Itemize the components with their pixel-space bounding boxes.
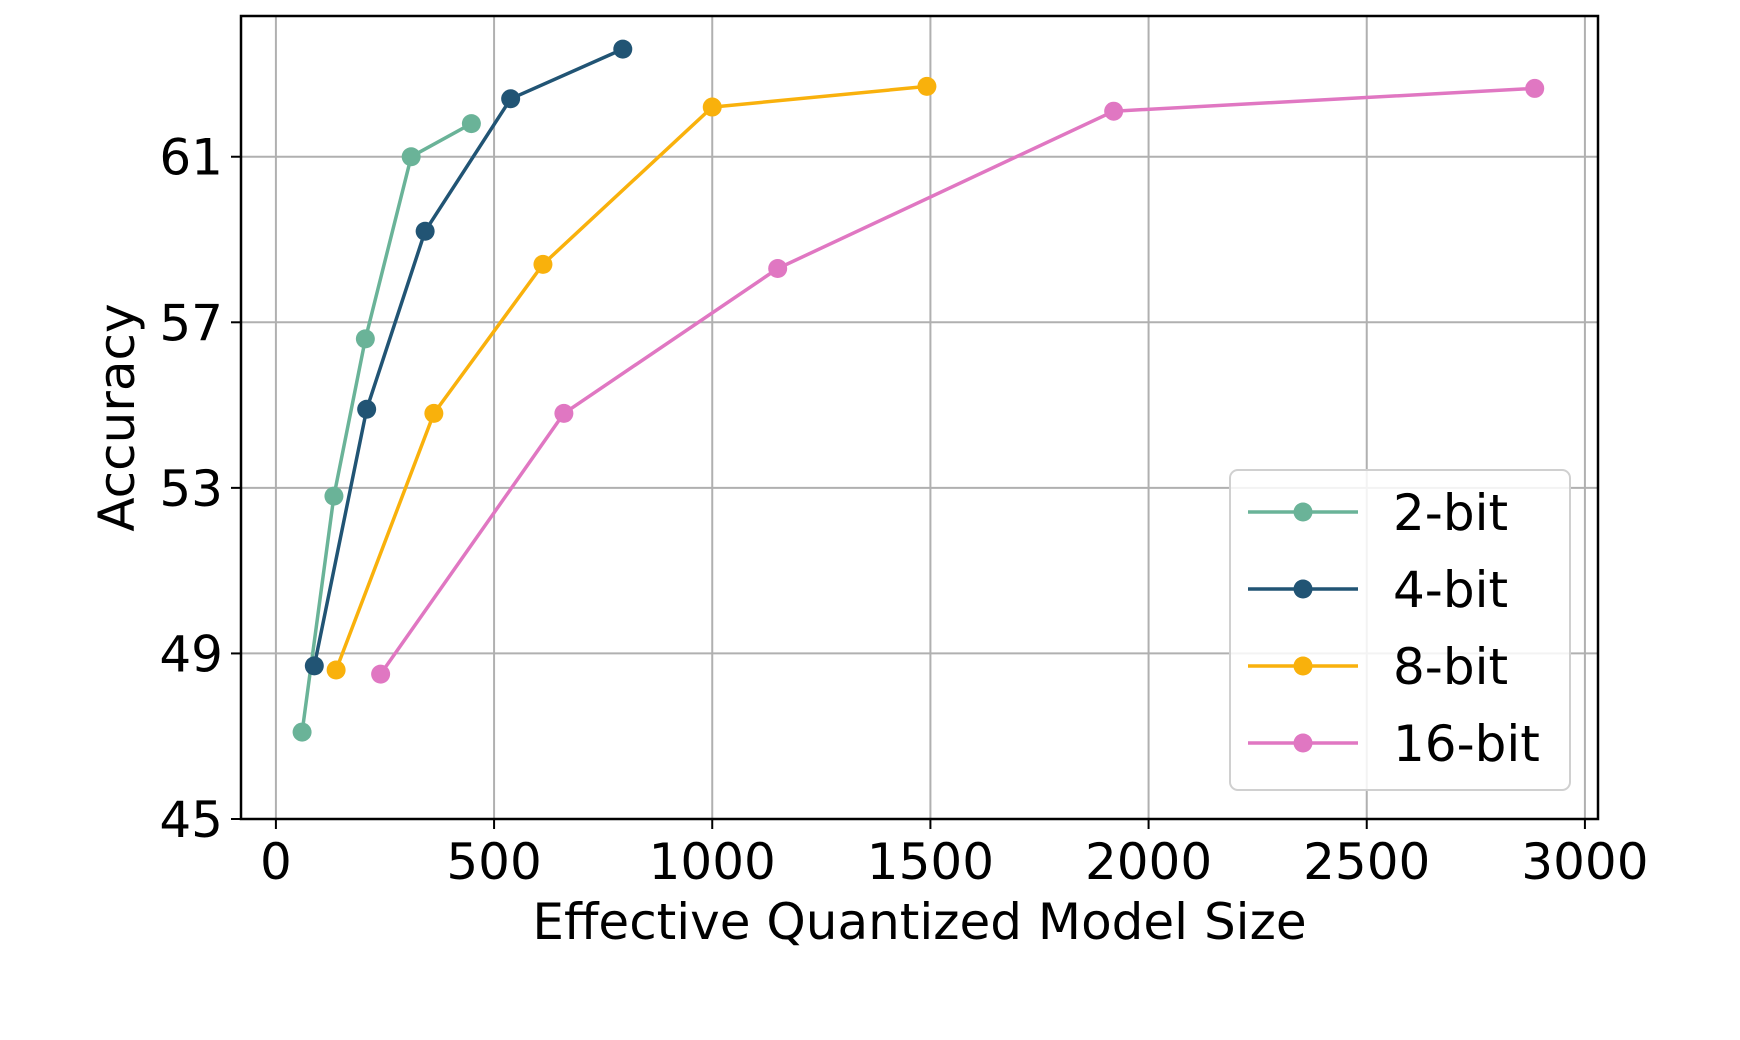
plot-area-frame xyxy=(239,14,1600,821)
legend-label: 2-bit xyxy=(1393,484,1508,542)
x-tick-label: 2500 xyxy=(1303,833,1430,891)
legend-label: 16-bit xyxy=(1393,715,1540,773)
y-tick-label: 53 xyxy=(159,460,223,518)
data-point xyxy=(613,39,633,59)
data-point xyxy=(501,89,521,109)
x-tick-label: 2000 xyxy=(1085,833,1212,891)
data-point xyxy=(324,486,344,506)
data-point xyxy=(304,656,324,676)
legend-label: 4-bit xyxy=(1393,561,1508,619)
legend-item: 8-bit xyxy=(1248,638,1508,696)
y-tick-label: 45 xyxy=(159,791,223,849)
ticks: 0 500 1000 1500 2000 2500 3000 45 49 53 57 61 xyxy=(159,129,1648,891)
data-point xyxy=(355,329,375,349)
data-point xyxy=(533,254,553,274)
y-axis-title: Accuracy xyxy=(88,303,146,531)
data-point xyxy=(1104,101,1124,121)
series-2-bit xyxy=(292,114,481,742)
y-tick-label: 57 xyxy=(159,294,223,352)
legend-marker xyxy=(1293,733,1313,753)
legend-item: 4-bit xyxy=(1248,561,1508,619)
data-point xyxy=(371,664,391,684)
legend-marker xyxy=(1293,656,1313,676)
legend-frame xyxy=(1229,469,1571,791)
series-16-bit xyxy=(371,78,1545,684)
data-point xyxy=(768,258,788,278)
y-tick-label: 61 xyxy=(159,129,223,187)
data-point xyxy=(1525,78,1545,98)
data-point xyxy=(326,660,346,680)
data-point xyxy=(702,97,722,117)
series-line xyxy=(300,122,473,733)
x-axis-title: Effective Quantized Model Size xyxy=(532,893,1306,951)
data-point xyxy=(415,221,435,241)
legend: 2-bit 4-bit 8-bit 16-bit xyxy=(1229,469,1571,791)
series-8-bit xyxy=(326,76,937,680)
legend-item: 2-bit xyxy=(1248,484,1508,542)
data-point xyxy=(917,76,937,96)
data-point xyxy=(292,722,312,742)
series-4-bit xyxy=(304,39,633,676)
x-tick-label: 3000 xyxy=(1521,833,1648,891)
x-tick-label: 500 xyxy=(446,833,541,891)
legend-item: 16-bit xyxy=(1248,715,1540,773)
series-line xyxy=(334,84,928,671)
data-point xyxy=(401,147,421,167)
x-tick-label: 1000 xyxy=(649,833,776,891)
data-point xyxy=(554,403,574,423)
y-tick-label: 49 xyxy=(159,625,223,683)
legend-items: 2-bit 4-bit 8-bit 16-bit xyxy=(1248,484,1540,773)
legend-label: 8-bit xyxy=(1393,638,1508,696)
data-point xyxy=(357,399,377,419)
x-tick-label: 1500 xyxy=(867,833,994,891)
x-tick-label: 0 xyxy=(260,833,292,891)
legend-marker xyxy=(1293,502,1313,522)
series-layer xyxy=(292,39,1545,742)
data-point xyxy=(424,403,444,423)
legend-marker xyxy=(1293,579,1313,599)
data-point xyxy=(461,114,481,134)
